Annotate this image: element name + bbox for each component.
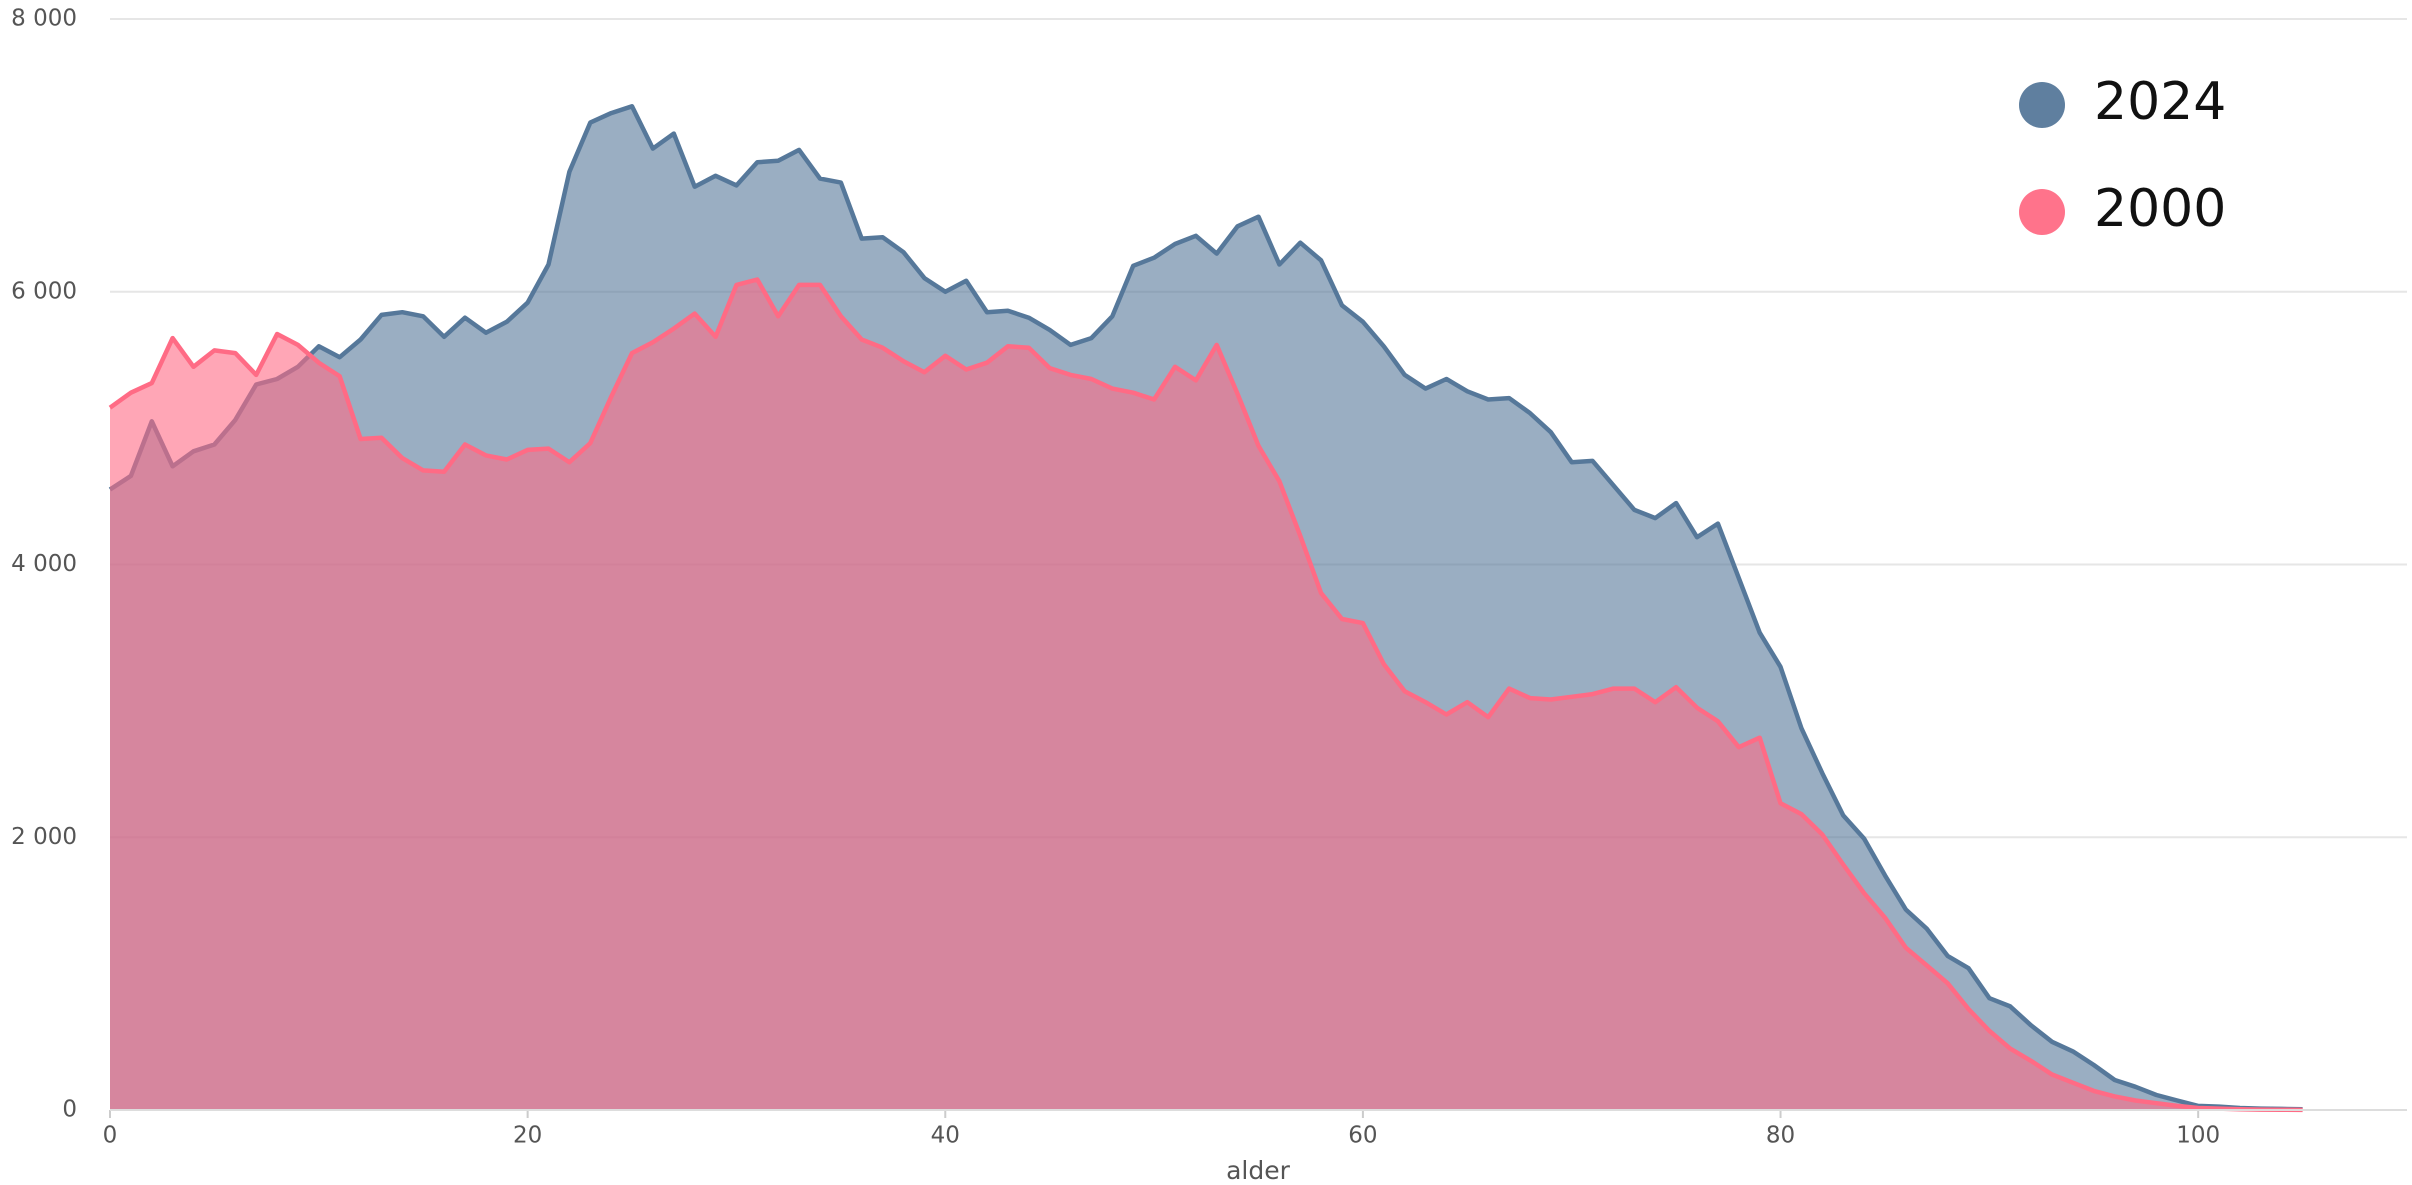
area-line xyxy=(108,277,2303,1113)
legend-marker xyxy=(2019,189,2065,235)
x-tick-label: 20 xyxy=(513,1123,542,1149)
x-tick-label: 0 xyxy=(103,1123,118,1149)
area-line xyxy=(108,104,2303,1112)
legend-label: 2024 xyxy=(2094,72,2226,132)
legend-marker xyxy=(2019,82,2065,128)
legend-label: 2000 xyxy=(2094,179,2226,239)
x-tick-label: 80 xyxy=(1766,1123,1795,1149)
x-axis-label: alder xyxy=(1226,1156,1291,1185)
y-tick-label: 0 xyxy=(62,1097,77,1123)
x-tick-label: 100 xyxy=(2176,1123,2220,1149)
y-tick-label: 6 000 xyxy=(11,278,77,304)
x-tick-label: 40 xyxy=(931,1123,960,1149)
area-fill xyxy=(110,279,2303,1110)
y-tick-label: 2 000 xyxy=(11,824,77,850)
x-tick-label: 60 xyxy=(1348,1123,1377,1149)
y-tick-label: 8 000 xyxy=(11,6,77,32)
y-tick-label: 4 000 xyxy=(11,551,77,577)
